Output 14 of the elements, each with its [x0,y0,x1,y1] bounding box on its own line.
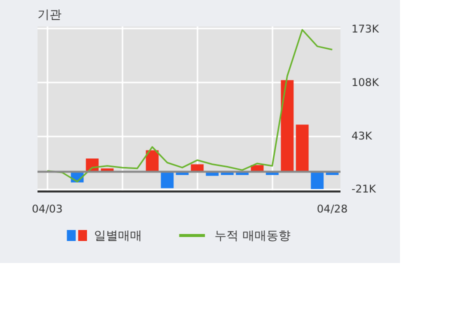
line-series [46,29,333,182]
x-tick-label: 04/03 [32,202,63,216]
y-tick-label: 43K [352,130,374,143]
bar [296,124,309,172]
y-tick-label: 108K [352,76,380,90]
legend-label: 일별매매 [94,228,142,242]
legend-label: 누적 매매동향 [214,228,290,242]
y-tick-label: -21K [352,182,377,196]
y-tick-label: 173K [352,22,380,36]
chart-title: 기관 [38,8,62,22]
bar [280,80,294,172]
bar [160,172,174,188]
x-tick-label: 04/28 [316,202,348,216]
bar [310,172,324,190]
